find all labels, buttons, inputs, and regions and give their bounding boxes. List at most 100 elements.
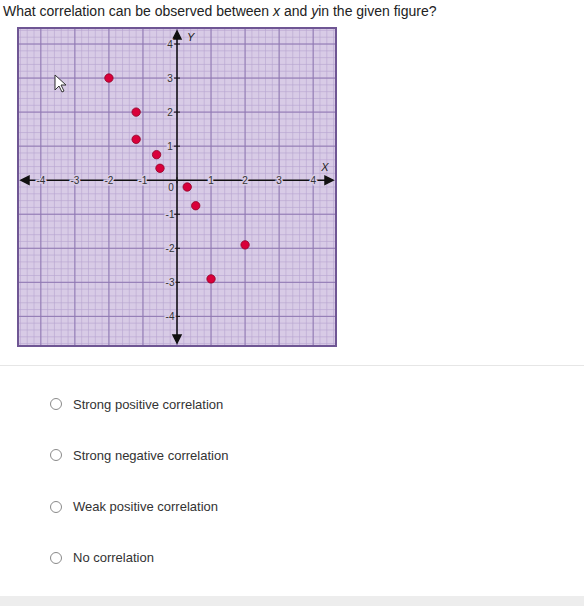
minor-grid-line [279,27,280,347]
radio-button[interactable] [50,552,62,564]
y-tick-label: -3 [166,277,175,288]
grid-line [17,112,337,113]
y-tick-label: -4 [166,311,175,322]
y-tick-label: -2 [166,243,175,254]
radio-button[interactable] [50,398,62,410]
minor-grid-line [313,27,314,347]
x-tick-label: 0 [168,182,174,193]
minor-grid-line [17,248,337,249]
point [183,183,191,191]
y-tick-label: 4 [167,39,173,50]
separator [0,365,584,366]
y-arrow [173,335,181,343]
x-tick-label: -2 [104,175,113,186]
point [132,135,140,143]
point [132,108,140,116]
grid-line [279,27,280,347]
grid-line [17,44,337,45]
grid-line [245,27,246,347]
question-text: and [280,3,311,19]
x-tick-label: 1 [208,175,214,186]
minor-grid [17,27,337,347]
minor-grid-line [17,282,337,283]
option[interactable]: Strong negative correlation [50,445,228,465]
grid-line [177,27,178,347]
minor-grid-line [17,112,337,113]
option-text[interactable]: Weak positive correlation [73,499,218,514]
y-tick-label: 2 [167,107,173,118]
y-arrow [173,31,181,39]
y-tick [174,316,180,317]
major-grid [17,27,337,347]
minor-grid-line [17,78,337,79]
x-arrow [325,176,333,184]
x-tick-label: 3 [276,175,282,186]
x-tick-label: -1 [139,175,148,186]
y-axis-label: Y [187,31,195,43]
plot-background [17,27,337,347]
minor-grid-line [74,27,75,347]
question-text: in the given figure? [318,3,436,19]
grid-line [74,27,75,347]
option[interactable]: Weak positive correlation [50,497,218,517]
grid-line [17,248,337,249]
point [192,202,200,210]
grid-line [313,27,314,347]
y-tick-label: 3 [167,73,173,84]
minor-grid-line [211,27,212,347]
y-tick-label: 1 [167,141,173,152]
grid-line [211,27,212,347]
cursor-icon [55,75,66,92]
x-tick-label: 4 [310,175,316,186]
question: What correlation can be observed between… [3,3,437,19]
point [152,150,160,158]
question-text: x [273,3,280,19]
option-text[interactable]: No correlation [73,550,154,565]
option-text[interactable]: Strong negative correlation [73,448,228,463]
grid-line [17,146,337,147]
question-text: y [311,3,318,19]
axes [21,31,333,343]
y-tick [174,146,180,147]
x-tick-label: 2 [242,175,248,186]
y-tick-label: -1 [166,209,175,220]
option[interactable]: No correlation [50,548,154,568]
page: What correlation can be observed between… [0,0,584,606]
y-tick [174,78,180,79]
grid-line [17,282,337,283]
minor-grid-line [17,44,337,45]
x-tick-label: -3 [70,175,79,186]
y-axis [176,33,178,341]
minor-grid-line [245,27,246,347]
point [156,164,164,172]
radio-button[interactable] [50,501,62,513]
x-arrow [21,176,29,184]
minor-grid-line [17,316,337,317]
minor-grid-line [142,27,143,347]
radio-button[interactable] [50,449,62,461]
option[interactable]: Strong positive correlation [50,394,223,414]
y-tick [174,214,180,215]
minor-grid-line [40,27,41,347]
ticks: -4 -3 -2 -1 0 1 2 3 4 -4 -3 -2 -1 1 2 3 4 [36,39,316,322]
grid-line [17,78,337,79]
minor-grid-line [17,214,337,215]
y-tick [174,44,180,45]
point [241,241,249,249]
y-tick [174,112,180,113]
x-axis-label: X [320,161,329,173]
grid-line [17,316,337,317]
y-tick [174,282,180,283]
option-text[interactable]: Strong positive correlation [73,397,223,412]
minor-grid-line [177,27,178,347]
minor-grid-line [17,146,337,147]
point [207,275,215,283]
grid-line [17,214,337,215]
y-tick [174,248,180,249]
grid-line [40,27,41,347]
question-text: What correlation can be observed between [3,3,273,19]
x-tick [177,177,178,183]
x-tick-label: -4 [36,175,45,186]
grid-line [142,27,143,347]
footer [0,596,584,606]
